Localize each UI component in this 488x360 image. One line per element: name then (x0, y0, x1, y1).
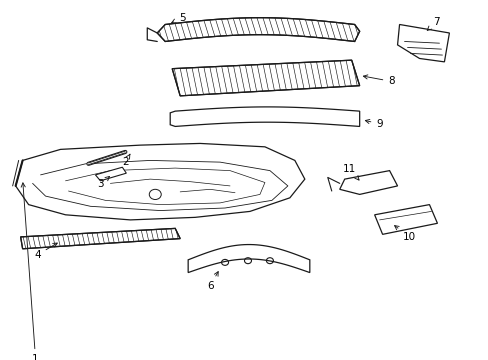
Polygon shape (397, 24, 448, 62)
Text: 2: 2 (122, 154, 130, 167)
Polygon shape (95, 167, 126, 181)
Polygon shape (16, 143, 304, 220)
Text: 10: 10 (394, 226, 415, 242)
Text: 3: 3 (97, 176, 109, 189)
Polygon shape (170, 107, 359, 126)
Polygon shape (188, 244, 309, 273)
Text: 5: 5 (171, 13, 185, 23)
Text: 6: 6 (206, 272, 218, 291)
Polygon shape (157, 18, 359, 41)
Polygon shape (172, 60, 359, 96)
Text: 7: 7 (427, 17, 439, 30)
Polygon shape (339, 171, 397, 194)
Polygon shape (20, 228, 180, 249)
Text: 11: 11 (343, 164, 358, 180)
Text: 9: 9 (365, 119, 382, 129)
Text: 8: 8 (363, 75, 394, 86)
Text: 4: 4 (34, 243, 57, 260)
Polygon shape (374, 204, 437, 234)
Text: 1: 1 (21, 183, 39, 360)
